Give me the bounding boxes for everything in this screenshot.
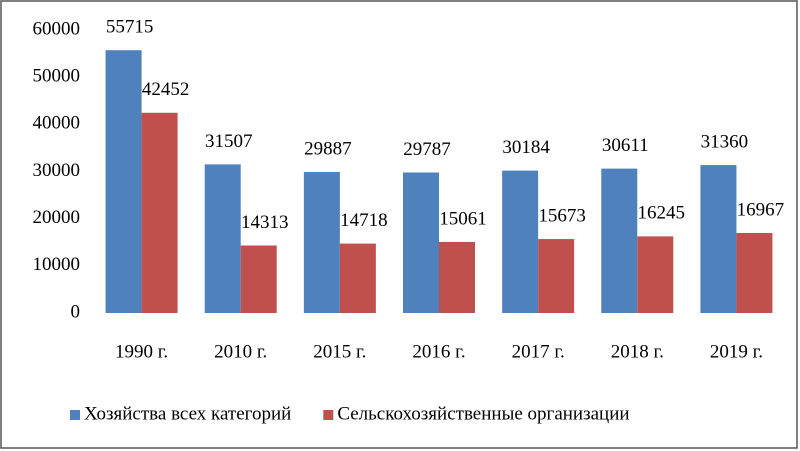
y-tick-label: 10000 bbox=[33, 254, 81, 275]
bar bbox=[637, 236, 674, 313]
bar bbox=[303, 172, 340, 313]
y-tick-label: 30000 bbox=[33, 160, 81, 181]
bar bbox=[439, 241, 475, 313]
legend-swatch bbox=[70, 410, 80, 420]
data-label: 14718 bbox=[340, 210, 388, 231]
y-tick-label: 60000 bbox=[33, 18, 81, 39]
data-label: 16967 bbox=[737, 199, 785, 220]
bar bbox=[141, 112, 178, 313]
data-label: 55715 bbox=[106, 17, 154, 38]
legend-swatch bbox=[323, 410, 334, 420]
bar bbox=[204, 164, 241, 313]
x-tick-label: 2019 г. bbox=[710, 341, 763, 362]
bar bbox=[339, 243, 376, 313]
bar bbox=[736, 232, 773, 313]
x-tick-label: 2010 г. bbox=[214, 341, 267, 362]
bar bbox=[538, 239, 575, 313]
data-label: 15673 bbox=[538, 205, 586, 226]
bar bbox=[240, 245, 277, 313]
bar bbox=[700, 165, 737, 313]
bar bbox=[105, 50, 142, 314]
x-tick-label: 2018 г. bbox=[611, 341, 664, 362]
bar bbox=[403, 172, 439, 313]
x-tick-label: 2015 г. bbox=[313, 341, 366, 362]
data-label: 30611 bbox=[602, 135, 649, 156]
data-label: 15061 bbox=[439, 208, 487, 229]
y-tick-label: 50000 bbox=[33, 66, 81, 87]
x-tick-label: 2017 г. bbox=[512, 341, 565, 362]
y-tick-label: 40000 bbox=[33, 113, 81, 134]
data-label: 30184 bbox=[502, 137, 550, 158]
y-tick-label: 20000 bbox=[33, 207, 81, 228]
bar bbox=[601, 168, 638, 313]
legend-label: Хозяйства всех категорий bbox=[84, 403, 291, 424]
x-tick-label: 1990 г. bbox=[115, 341, 168, 362]
data-label: 29787 bbox=[403, 139, 451, 160]
data-label: 14313 bbox=[241, 212, 289, 233]
legend-label: Сельскохозяйственные организации bbox=[337, 403, 629, 424]
data-label: 31507 bbox=[205, 131, 253, 152]
data-label: 29887 bbox=[304, 138, 352, 159]
x-tick-label: 2016 г. bbox=[412, 341, 465, 362]
data-label: 31360 bbox=[701, 131, 749, 152]
data-label: 16245 bbox=[638, 203, 686, 224]
data-label: 42452 bbox=[142, 79, 190, 100]
y-tick-label: 0 bbox=[71, 301, 81, 322]
bar bbox=[502, 170, 539, 313]
